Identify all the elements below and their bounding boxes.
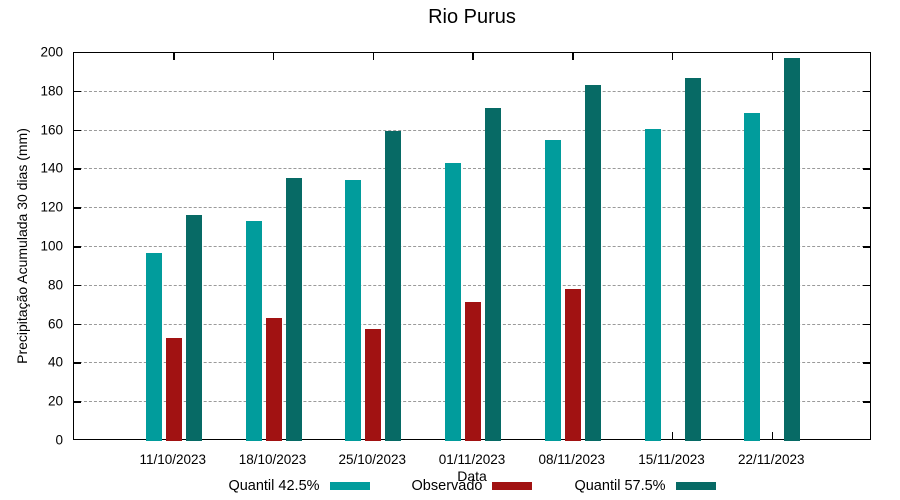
gridline-y-100 (74, 246, 870, 247)
y-tick-label: 40 (47, 354, 63, 370)
bar-quantil-57.5--22-11-2023 (784, 57, 801, 441)
bar-quantil-57.5--08-11-2023 (584, 85, 601, 441)
bar-quantil-57.5--18-10-2023 (285, 178, 302, 441)
x-tick-mark (671, 53, 674, 60)
legend-item-observado: Observado (412, 478, 533, 494)
bar-quantil-42.5--15-11-2023 (644, 128, 661, 441)
bar-quantil-42.5--25-10-2023 (345, 180, 362, 441)
y-tick-mark (74, 90, 81, 93)
y-tick-label: 180 (40, 83, 63, 99)
x-tick-mark (472, 53, 474, 60)
x-tick-label: 11/10/2023 (139, 452, 207, 467)
y-tick-mark (863, 401, 870, 403)
x-tick-mark (671, 432, 674, 439)
y-tick-mark (863, 168, 870, 170)
y-tick-mark (74, 129, 81, 132)
y-tick-mark (863, 323, 870, 326)
x-tick-mark (173, 53, 175, 60)
x-tick-mark (272, 53, 275, 60)
y-tick-mark (74, 401, 81, 403)
bar-quantil-42.5--01-11-2023 (445, 162, 461, 441)
bar-quantil-57.5--15-11-2023 (684, 78, 701, 441)
x-axis-label: Data (457, 468, 487, 484)
bar-quantil-42.5--08-11-2023 (544, 140, 561, 441)
bar-observado-25-10-2023 (365, 329, 382, 441)
legend-swatch (492, 482, 533, 490)
y-tick-mark (863, 246, 870, 248)
y-tick-label: 100 (40, 238, 63, 254)
y-tick-mark (74, 284, 81, 287)
x-tick-label: 18/10/2023 (238, 452, 307, 467)
y-tick-mark (74, 246, 81, 248)
bar-observado-18-10-2023 (265, 317, 282, 441)
y-tick-label: 160 (40, 122, 63, 138)
y-tick-mark (863, 362, 870, 364)
bar-observado-11-10-2023 (165, 338, 182, 441)
gridline-y-180 (74, 90, 870, 92)
x-tick-label: 15/11/2023 (638, 452, 705, 467)
legend-item-quantil-57.5-: Quantil 57.5% (574, 478, 716, 494)
y-tick-mark (863, 90, 870, 93)
bar-observado-08-11-2023 (564, 288, 581, 441)
legend: Quantil 42.5% Observado Quantil 57.5% (73, 478, 871, 494)
x-tick-label: 25/10/2023 (338, 452, 407, 467)
gridline-y-140 (74, 168, 870, 170)
plot-area (73, 52, 871, 441)
legend-label: Quantil 42.5% (228, 478, 320, 494)
y-tick-label: 200 (40, 44, 63, 60)
y-tick-mark (74, 362, 81, 364)
gridline-y-80 (74, 284, 870, 286)
y-tick-mark (863, 284, 870, 287)
gridline-y-120 (74, 207, 870, 209)
y-tick-label: 80 (47, 277, 63, 293)
bar-quantil-42.5--11-10-2023 (145, 252, 162, 441)
x-tick-label: 08/11/2023 (538, 452, 606, 467)
x-tick-mark (572, 53, 574, 60)
legend-item-quantil-42.5-: Quantil 42.5% (228, 478, 370, 494)
y-tick-mark (74, 323, 81, 326)
x-tick-label: 01/11/2023 (438, 452, 506, 467)
y-tick-label: 60 (47, 316, 63, 332)
y-tick-label: 0 (55, 432, 63, 448)
chart-title: Rio Purus (428, 6, 516, 28)
legend-label: Quantil 57.5% (574, 478, 666, 494)
y-tick-label: 140 (40, 160, 63, 176)
y-tick-label: 20 (47, 393, 63, 409)
bar-quantil-57.5--25-10-2023 (385, 130, 402, 441)
gridline-y-160 (74, 129, 870, 131)
legend-swatch (329, 482, 370, 490)
bar-quantil-42.5--18-10-2023 (245, 220, 262, 441)
legend-label: Observado (411, 478, 483, 494)
y-tick-label: 120 (40, 199, 63, 215)
y-tick-mark (863, 129, 870, 132)
x-tick-mark (771, 432, 773, 439)
y-tick-mark (863, 207, 870, 209)
bar-quantil-42.5--22-11-2023 (744, 113, 761, 441)
bar-observado-01-11-2023 (465, 302, 481, 441)
legend-swatch (675, 482, 716, 490)
bar-quantil-57.5--11-10-2023 (185, 214, 202, 441)
x-tick-mark (372, 53, 374, 60)
y-tick-mark (74, 168, 81, 170)
bar-quantil-57.5--01-11-2023 (485, 108, 501, 441)
x-tick-mark (771, 53, 773, 60)
x-tick-label: 22/11/2023 (737, 452, 805, 467)
y-tick-mark (74, 207, 81, 209)
